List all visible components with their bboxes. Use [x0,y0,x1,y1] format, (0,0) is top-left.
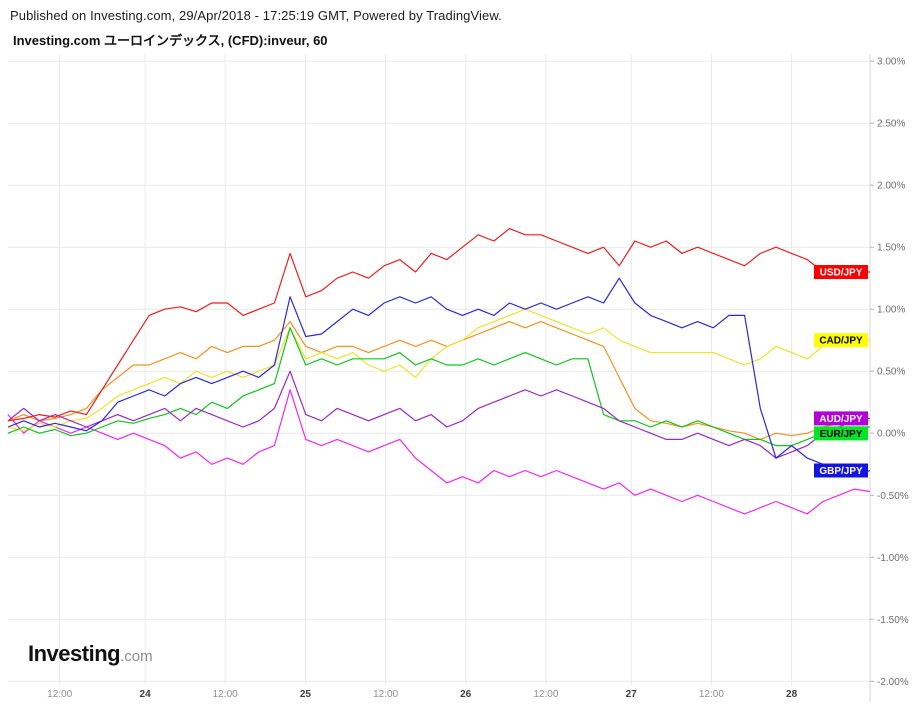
price-axis[interactable]: 3.00% 2.50% 2.00% 1.50% 1.00% 0.50% 0.00% -0.50… [869,55,909,702]
y-axis-label: -1.00% [877,553,909,564]
y-axis-label: 3.00% [877,57,905,68]
series-line-EUR/JPY [7,327,870,447]
x-axis-label: 25 [300,689,312,700]
logo-suffix: .com [120,648,153,665]
price-label-CAD/JPY: CAD/JPY [814,333,868,348]
y-axis-label: 2.50% [877,119,905,130]
price-labels: USD/JPY CAD/JPY AUD/JPY EUR/JPY GBP/JPY [814,265,868,478]
x-axis-label: 12:00 [47,689,72,700]
y-axis-label: 2.00% [877,181,905,192]
series-line-AUD/JPY [7,370,871,459]
svg-text:CAD/JPY: CAD/JPY [819,336,863,347]
x-axis-label: 12:00 [699,689,724,700]
grid-lines [8,55,870,685]
x-axis-label: 12:00 [373,689,398,700]
y-axis-label: 1.50% [877,243,905,254]
y-axis-label: -2.00% [877,677,909,688]
x-axis-label: 28 [786,689,798,700]
chart-title: Investing.com ユーロインデックス, (CFD):inveur, 6… [13,33,328,48]
svg-text:AUD/JPY: AUD/JPY [819,414,863,425]
svg-text:EUR/JPY: EUR/JPY [820,429,863,440]
series-line-USD/JPY [7,228,870,422]
y-axis-label: 0.50% [877,367,905,378]
x-axis-label: 12:00 [213,689,238,700]
x-axis-label: 27 [626,689,638,700]
series-line-GBP/JPY [7,277,871,478]
y-axis-label: 0.00% [877,429,905,440]
published-line: Published on Investing.com, 29/Apr/2018 … [10,8,502,23]
y-axis-label: -1.50% [877,615,909,626]
price-label-EUR/JPY: EUR/JPY [814,426,868,441]
investing-logo[interactable]: Investing.com [28,641,153,667]
price-label-GBP/JPY: GBP/JPY [814,463,868,478]
svg-text:GBP/JPY: GBP/JPY [819,466,863,477]
svg-text:USD/JPY: USD/JPY [820,268,863,279]
time-axis[interactable]: 12:00 24 12:00 25 12:00 26 12:00 27 12:00 28 [47,689,797,700]
series-line-series-magenta-unlabeled [7,389,871,515]
y-axis-label: -0.50% [877,491,909,502]
series-line-series-orange-unlabeled [7,321,870,440]
logo-text: Investing [28,641,121,666]
series-line-CAD/JPY [7,308,870,432]
y-axis-label: 1.00% [877,305,905,316]
x-axis-label: 12:00 [533,689,558,700]
price-label-USD/JPY: USD/JPY [814,265,868,279]
series-lines [7,228,871,515]
price-label-AUD/JPY: AUD/JPY [814,411,868,426]
x-axis-label: 24 [140,689,152,700]
x-axis-label: 26 [460,689,472,700]
